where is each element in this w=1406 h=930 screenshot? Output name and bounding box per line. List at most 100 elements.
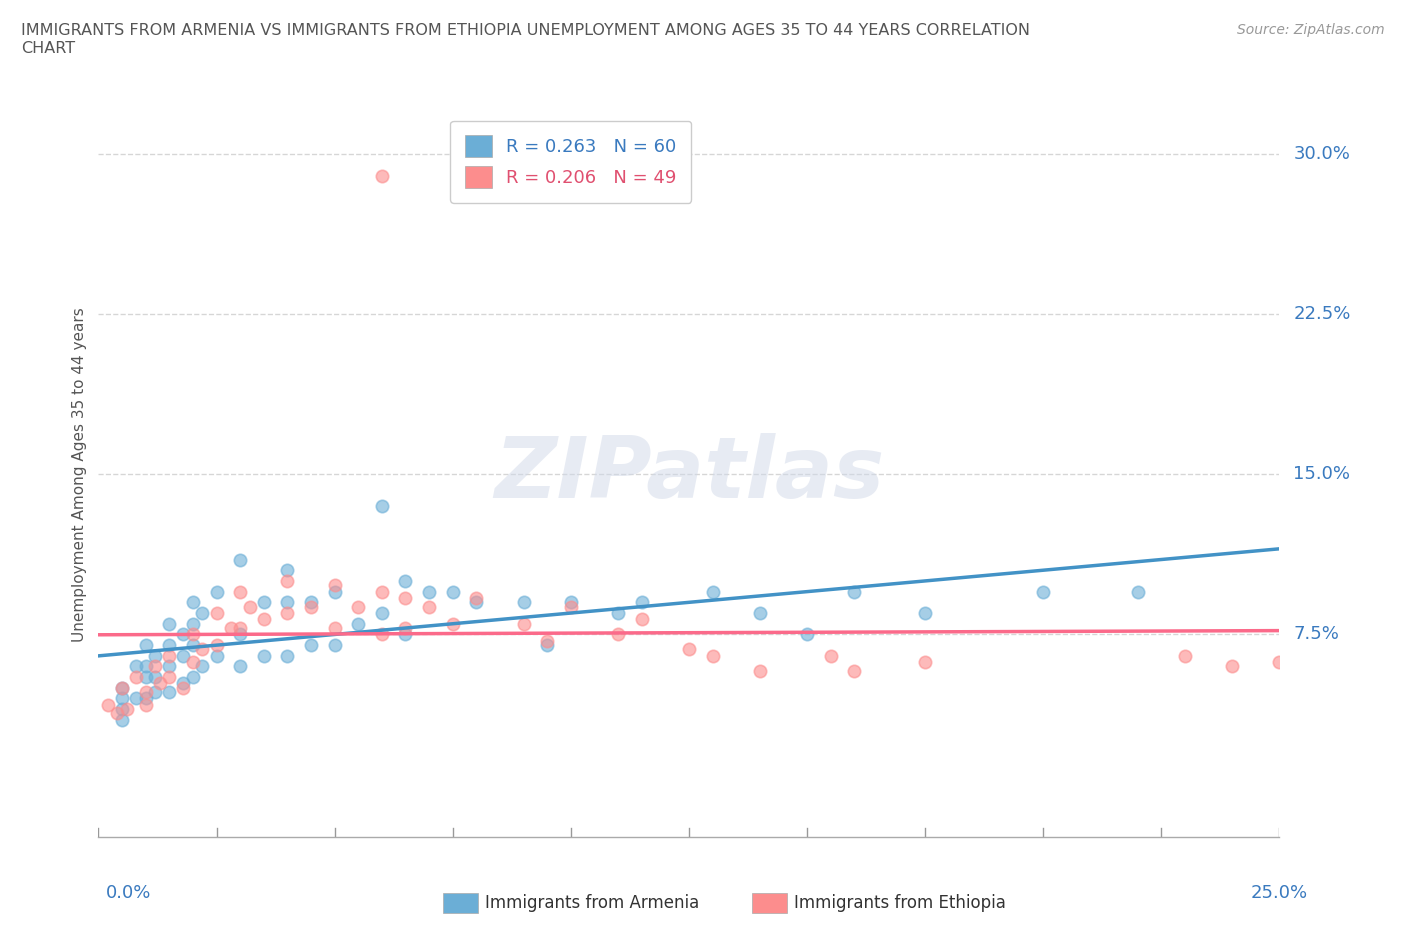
Point xyxy=(1220,658,1243,673)
Text: ZIPatlas: ZIPatlas xyxy=(494,432,884,516)
Point xyxy=(276,605,298,620)
Point xyxy=(394,574,416,589)
Point xyxy=(418,599,440,614)
Point xyxy=(111,701,134,716)
Point xyxy=(181,655,204,670)
Point xyxy=(97,698,120,712)
Point xyxy=(181,595,204,610)
Point xyxy=(371,498,394,513)
Point xyxy=(678,642,700,657)
Point xyxy=(394,620,416,635)
Point xyxy=(560,595,582,610)
Point xyxy=(253,595,276,610)
Point xyxy=(172,676,194,691)
Point xyxy=(229,552,252,567)
Point xyxy=(219,620,242,635)
Point xyxy=(157,617,180,631)
Point xyxy=(560,599,582,614)
Point xyxy=(394,591,416,605)
Point xyxy=(157,638,180,653)
Point xyxy=(149,676,172,691)
Point xyxy=(143,648,166,663)
Point xyxy=(229,627,252,642)
Point xyxy=(135,658,157,673)
Point xyxy=(181,627,204,642)
Point xyxy=(418,584,440,599)
Point xyxy=(157,658,180,673)
Point xyxy=(111,680,134,695)
Point xyxy=(607,605,630,620)
Point xyxy=(276,648,298,663)
Point xyxy=(465,591,488,605)
Point xyxy=(135,698,157,712)
Text: Immigrants from Armenia: Immigrants from Armenia xyxy=(485,894,699,912)
Point xyxy=(512,595,534,610)
Point xyxy=(702,584,724,599)
Point xyxy=(229,620,252,635)
Point xyxy=(143,658,166,673)
Point xyxy=(914,655,936,670)
Point xyxy=(181,617,204,631)
Point xyxy=(323,620,346,635)
Text: 15.0%: 15.0% xyxy=(1294,465,1350,484)
Point xyxy=(157,648,180,663)
Point xyxy=(135,670,157,684)
Point xyxy=(135,691,157,706)
Point xyxy=(111,712,134,727)
Point xyxy=(702,648,724,663)
Point xyxy=(536,638,558,653)
Text: 22.5%: 22.5% xyxy=(1294,305,1351,324)
Point xyxy=(1268,655,1291,670)
Point xyxy=(371,605,394,620)
Point xyxy=(191,605,214,620)
Point xyxy=(181,670,204,684)
Point xyxy=(143,684,166,699)
Point xyxy=(844,663,866,678)
Point xyxy=(135,638,157,653)
Point xyxy=(347,599,370,614)
Point xyxy=(347,617,370,631)
Point xyxy=(276,574,298,589)
Point xyxy=(299,599,322,614)
Point xyxy=(371,627,394,642)
Point xyxy=(465,595,488,610)
Point xyxy=(135,684,157,699)
Point xyxy=(172,627,194,642)
Point xyxy=(157,684,180,699)
Text: 25.0%: 25.0% xyxy=(1250,884,1308,902)
Point xyxy=(191,642,214,657)
Point xyxy=(820,648,842,663)
Text: 30.0%: 30.0% xyxy=(1294,145,1350,164)
Point xyxy=(253,612,276,627)
Point xyxy=(536,633,558,648)
Point xyxy=(914,605,936,620)
Point xyxy=(157,670,180,684)
Point xyxy=(239,599,262,614)
Point xyxy=(299,638,322,653)
Point xyxy=(1032,584,1054,599)
Point xyxy=(299,595,322,610)
Point xyxy=(205,605,228,620)
Legend: R = 0.263   N = 60, R = 0.206   N = 49: R = 0.263 N = 60, R = 0.206 N = 49 xyxy=(450,121,692,203)
Point xyxy=(205,638,228,653)
Point xyxy=(1174,648,1197,663)
Point xyxy=(125,670,148,684)
Point xyxy=(115,701,138,716)
Point xyxy=(172,680,194,695)
Point xyxy=(748,605,770,620)
Point xyxy=(630,595,652,610)
Point xyxy=(371,584,394,599)
Point xyxy=(181,638,204,653)
Point xyxy=(844,584,866,599)
Point xyxy=(371,168,394,183)
Point xyxy=(229,658,252,673)
Point xyxy=(172,648,194,663)
Point xyxy=(323,584,346,599)
Point xyxy=(205,648,228,663)
Y-axis label: Unemployment Among Ages 35 to 44 years: Unemployment Among Ages 35 to 44 years xyxy=(72,307,87,642)
Point xyxy=(276,563,298,578)
Point xyxy=(125,658,148,673)
Text: Immigrants from Ethiopia: Immigrants from Ethiopia xyxy=(794,894,1007,912)
Point xyxy=(607,627,630,642)
Text: 0.0%: 0.0% xyxy=(105,884,150,902)
